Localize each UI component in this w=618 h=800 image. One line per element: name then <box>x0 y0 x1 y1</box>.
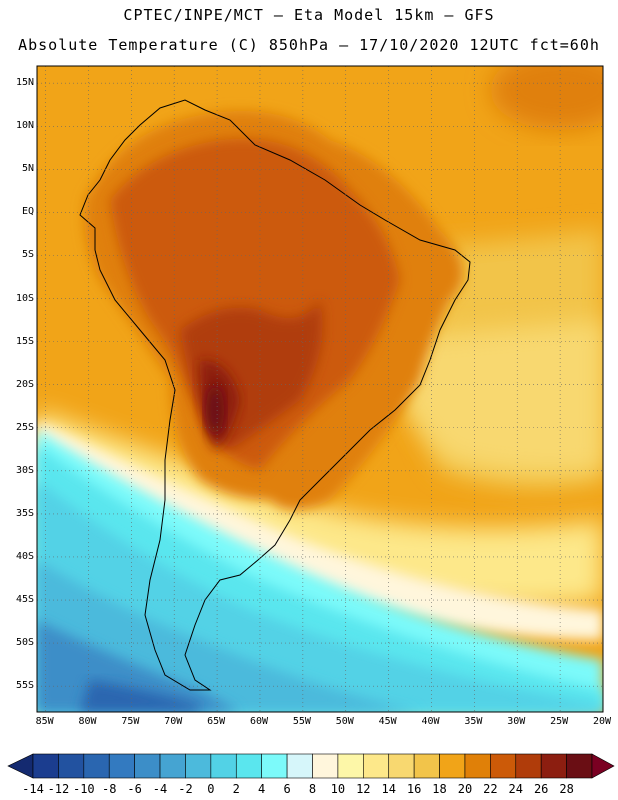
longitude-label: 55W <box>292 716 311 727</box>
colorbar-label: 2 <box>232 782 240 796</box>
title-line-2: Absolute Temperature (C) 850hPa – 17/10/… <box>18 36 600 54</box>
colorbar-swatch <box>413 753 440 779</box>
colorbar-swatch <box>388 753 415 779</box>
colorbar-swatch <box>490 753 517 779</box>
colorbar-label: 26 <box>533 782 549 796</box>
colorbar-swatch <box>32 753 59 779</box>
colorbar-label: 0 <box>207 782 215 796</box>
colorbar-label: 28 <box>559 782 574 796</box>
longitude-label: 75W <box>121 716 140 727</box>
colorbar-swatch <box>83 753 110 779</box>
colorbar-swatch <box>337 753 364 779</box>
longitude-label: 25W <box>550 716 569 727</box>
longitude-label: 50W <box>335 716 354 727</box>
colorbar-label: -14 <box>22 782 44 796</box>
colorbar-label: -12 <box>47 782 70 796</box>
colorbar-swatch <box>464 753 491 779</box>
longitude-label: 70W <box>164 716 183 727</box>
colorbar-label: 16 <box>406 782 422 796</box>
colorbar-label: 6 <box>283 782 291 796</box>
coastline <box>79 99 471 691</box>
longitude-label: 85W <box>35 716 54 727</box>
latitude-label: EQ <box>21 206 34 218</box>
latitude-label: 50S <box>15 637 34 649</box>
colorbar-label: 20 <box>457 782 473 796</box>
latitude-label: 5S <box>21 249 34 261</box>
colorbar-label: -2 <box>178 782 193 796</box>
colorbar-swatch <box>210 753 237 779</box>
latitude-label: 20S <box>15 378 34 390</box>
colorbar-over-arrow <box>591 753 615 779</box>
colorbar-label: 22 <box>483 782 498 796</box>
colorbar-label: 24 <box>508 782 523 796</box>
latitude-label: 45S <box>15 594 34 606</box>
colorbar-swatch <box>312 753 339 779</box>
latitude-label: 5N <box>21 163 34 175</box>
colorbar-label: -8 <box>101 782 117 796</box>
longitude-label: 45W <box>378 716 397 727</box>
colorbar-swatch <box>566 753 593 779</box>
colorbar-label: 14 <box>381 782 396 796</box>
temperature-field <box>37 66 603 712</box>
colorbar-label: 12 <box>356 782 371 796</box>
longitude-label: 80W <box>78 716 97 727</box>
colorbar-swatch <box>235 753 262 779</box>
colorbar-swatch <box>439 753 466 779</box>
latitude-label: 15S <box>15 335 34 347</box>
colorbar-swatch <box>540 753 567 779</box>
colorbar-swatch <box>58 753 85 779</box>
colorbar-label: 10 <box>330 782 346 796</box>
latitude-label: 25S <box>15 421 34 433</box>
longitude-label: 40W <box>421 716 440 727</box>
latitude-label: 10S <box>15 292 34 304</box>
colorbar-label: 4 <box>258 782 266 796</box>
colorbar-label: -10 <box>72 782 95 796</box>
latitude-label: 10N <box>15 120 34 132</box>
colorbar-swatch <box>286 753 313 779</box>
colorbar-swatch <box>185 753 212 779</box>
longitude-label: 20W <box>593 716 612 727</box>
colorbar-swatch <box>363 753 390 779</box>
title-line-1: CPTEC/INPE/MCT – Eta Model 15km – GFS <box>123 6 495 24</box>
colorbar-swatch <box>134 753 161 779</box>
colorbar-swatch <box>261 753 288 779</box>
colorbar-swatch <box>515 753 542 779</box>
colorbar-label: -6 <box>127 782 142 796</box>
longitude-label: 65W <box>207 716 226 727</box>
map-frame <box>36 65 604 713</box>
longitude-label: 30W <box>507 716 526 727</box>
latitude-label: 35S <box>15 507 34 519</box>
colorbar-swatch <box>108 753 135 779</box>
colorbar-label: -4 <box>152 782 168 796</box>
longitude-label: 60W <box>249 716 269 727</box>
colorbar-label: 18 <box>432 782 447 796</box>
latitude-label: 55S <box>15 680 34 692</box>
latitude-label: 40S <box>15 550 34 562</box>
colorbar-label: 8 <box>308 782 317 796</box>
longitude-label: 35W <box>464 716 483 727</box>
colorbar-swatch <box>159 753 186 779</box>
colorbar <box>7 753 615 779</box>
latitude-label: 15N <box>15 77 34 89</box>
latitude-label: 30S <box>15 464 34 476</box>
colorbar-under-arrow <box>7 753 34 779</box>
